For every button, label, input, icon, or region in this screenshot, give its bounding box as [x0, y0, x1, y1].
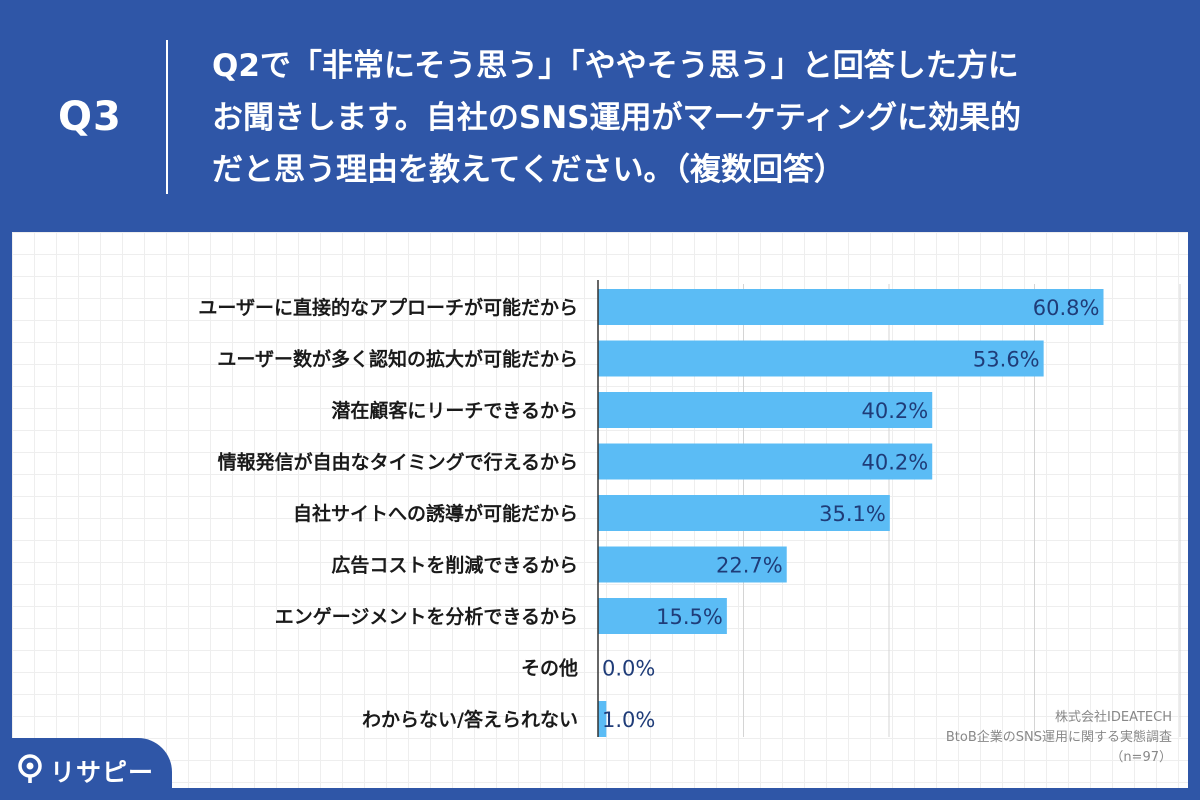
category-label: 自社サイトへの誘導が可能だから	[293, 502, 578, 525]
question-text: Q2で「非常にそう思う」「ややそう思う」と回答した方に お聞きします。自社のSN…	[212, 40, 1172, 196]
value-label: 22.7%	[716, 554, 783, 578]
category-label: ユーザー数が多く認知の拡大が可能だから	[217, 348, 578, 371]
question-line: お聞きします。自社のSNS運用がマーケティングに効果的	[212, 100, 1022, 136]
category-label: 情報発信が自由なタイミングで行えるから	[218, 451, 578, 474]
value-label: 35.1%	[819, 502, 886, 526]
bar	[598, 340, 1044, 377]
value-label: 0.0%	[602, 657, 655, 681]
value-label: 40.2%	[862, 399, 929, 423]
category-label: 潜在顧客にリーチできるから	[331, 399, 578, 422]
source-note: 株式会社IDEATECH BtoB企業のSNS運用に関する実態調査 （n=97）	[946, 708, 1172, 768]
category-label: 広告コストを削減できるから	[331, 554, 578, 577]
bar	[598, 701, 607, 737]
category-label: エンゲージメントを分析できるから	[275, 605, 578, 628]
bar	[598, 598, 727, 634]
source-survey: BtoB企業のSNS運用に関する実態調査	[945, 730, 1172, 745]
source-company: 株式会社IDEATECH	[1055, 710, 1172, 725]
source-sample: （n=97）	[1110, 750, 1172, 765]
value-label: 60.8%	[1033, 296, 1100, 320]
value-label: 15.5%	[656, 605, 723, 629]
bar	[598, 289, 1104, 325]
question-line: だと思う理由を教えてください。（複数回答）	[212, 152, 846, 188]
bar-chart: ユーザーに直接的なアプローチが可能だから 60.8% ユーザー数が多く認知の拡大が可…	[198, 280, 1181, 737]
value-label: 53.6%	[973, 348, 1040, 372]
bar	[598, 546, 787, 583]
brand-name: リサピー	[50, 758, 155, 787]
value-label: 1.0%	[602, 708, 655, 732]
bar	[598, 392, 933, 428]
bar	[598, 443, 933, 480]
value-label: 40.2%	[862, 451, 929, 475]
category-label: その他	[521, 657, 578, 680]
header-divider	[166, 40, 168, 194]
question-number: Q3	[58, 94, 122, 140]
category-label: ユーザーに直接的なアプローチが可能だから	[198, 296, 578, 319]
chart-panel: ユーザーに直接的なアプローチが可能だから 60.8% ユーザー数が多く認知の拡大が可…	[12, 232, 1188, 788]
category-label: わからない/答えられない	[362, 708, 578, 731]
brand-logo: リサピー	[0, 738, 172, 800]
bar	[598, 495, 890, 531]
question-line: Q2で「非常にそう思う」「ややそう思う」と回答した方に	[212, 48, 1019, 84]
question-header: Q3 Q2で「非常にそう思う」「ややそう思う」と回答した方に お聞きします。自社…	[0, 0, 1200, 232]
pin-icon	[18, 754, 42, 783]
